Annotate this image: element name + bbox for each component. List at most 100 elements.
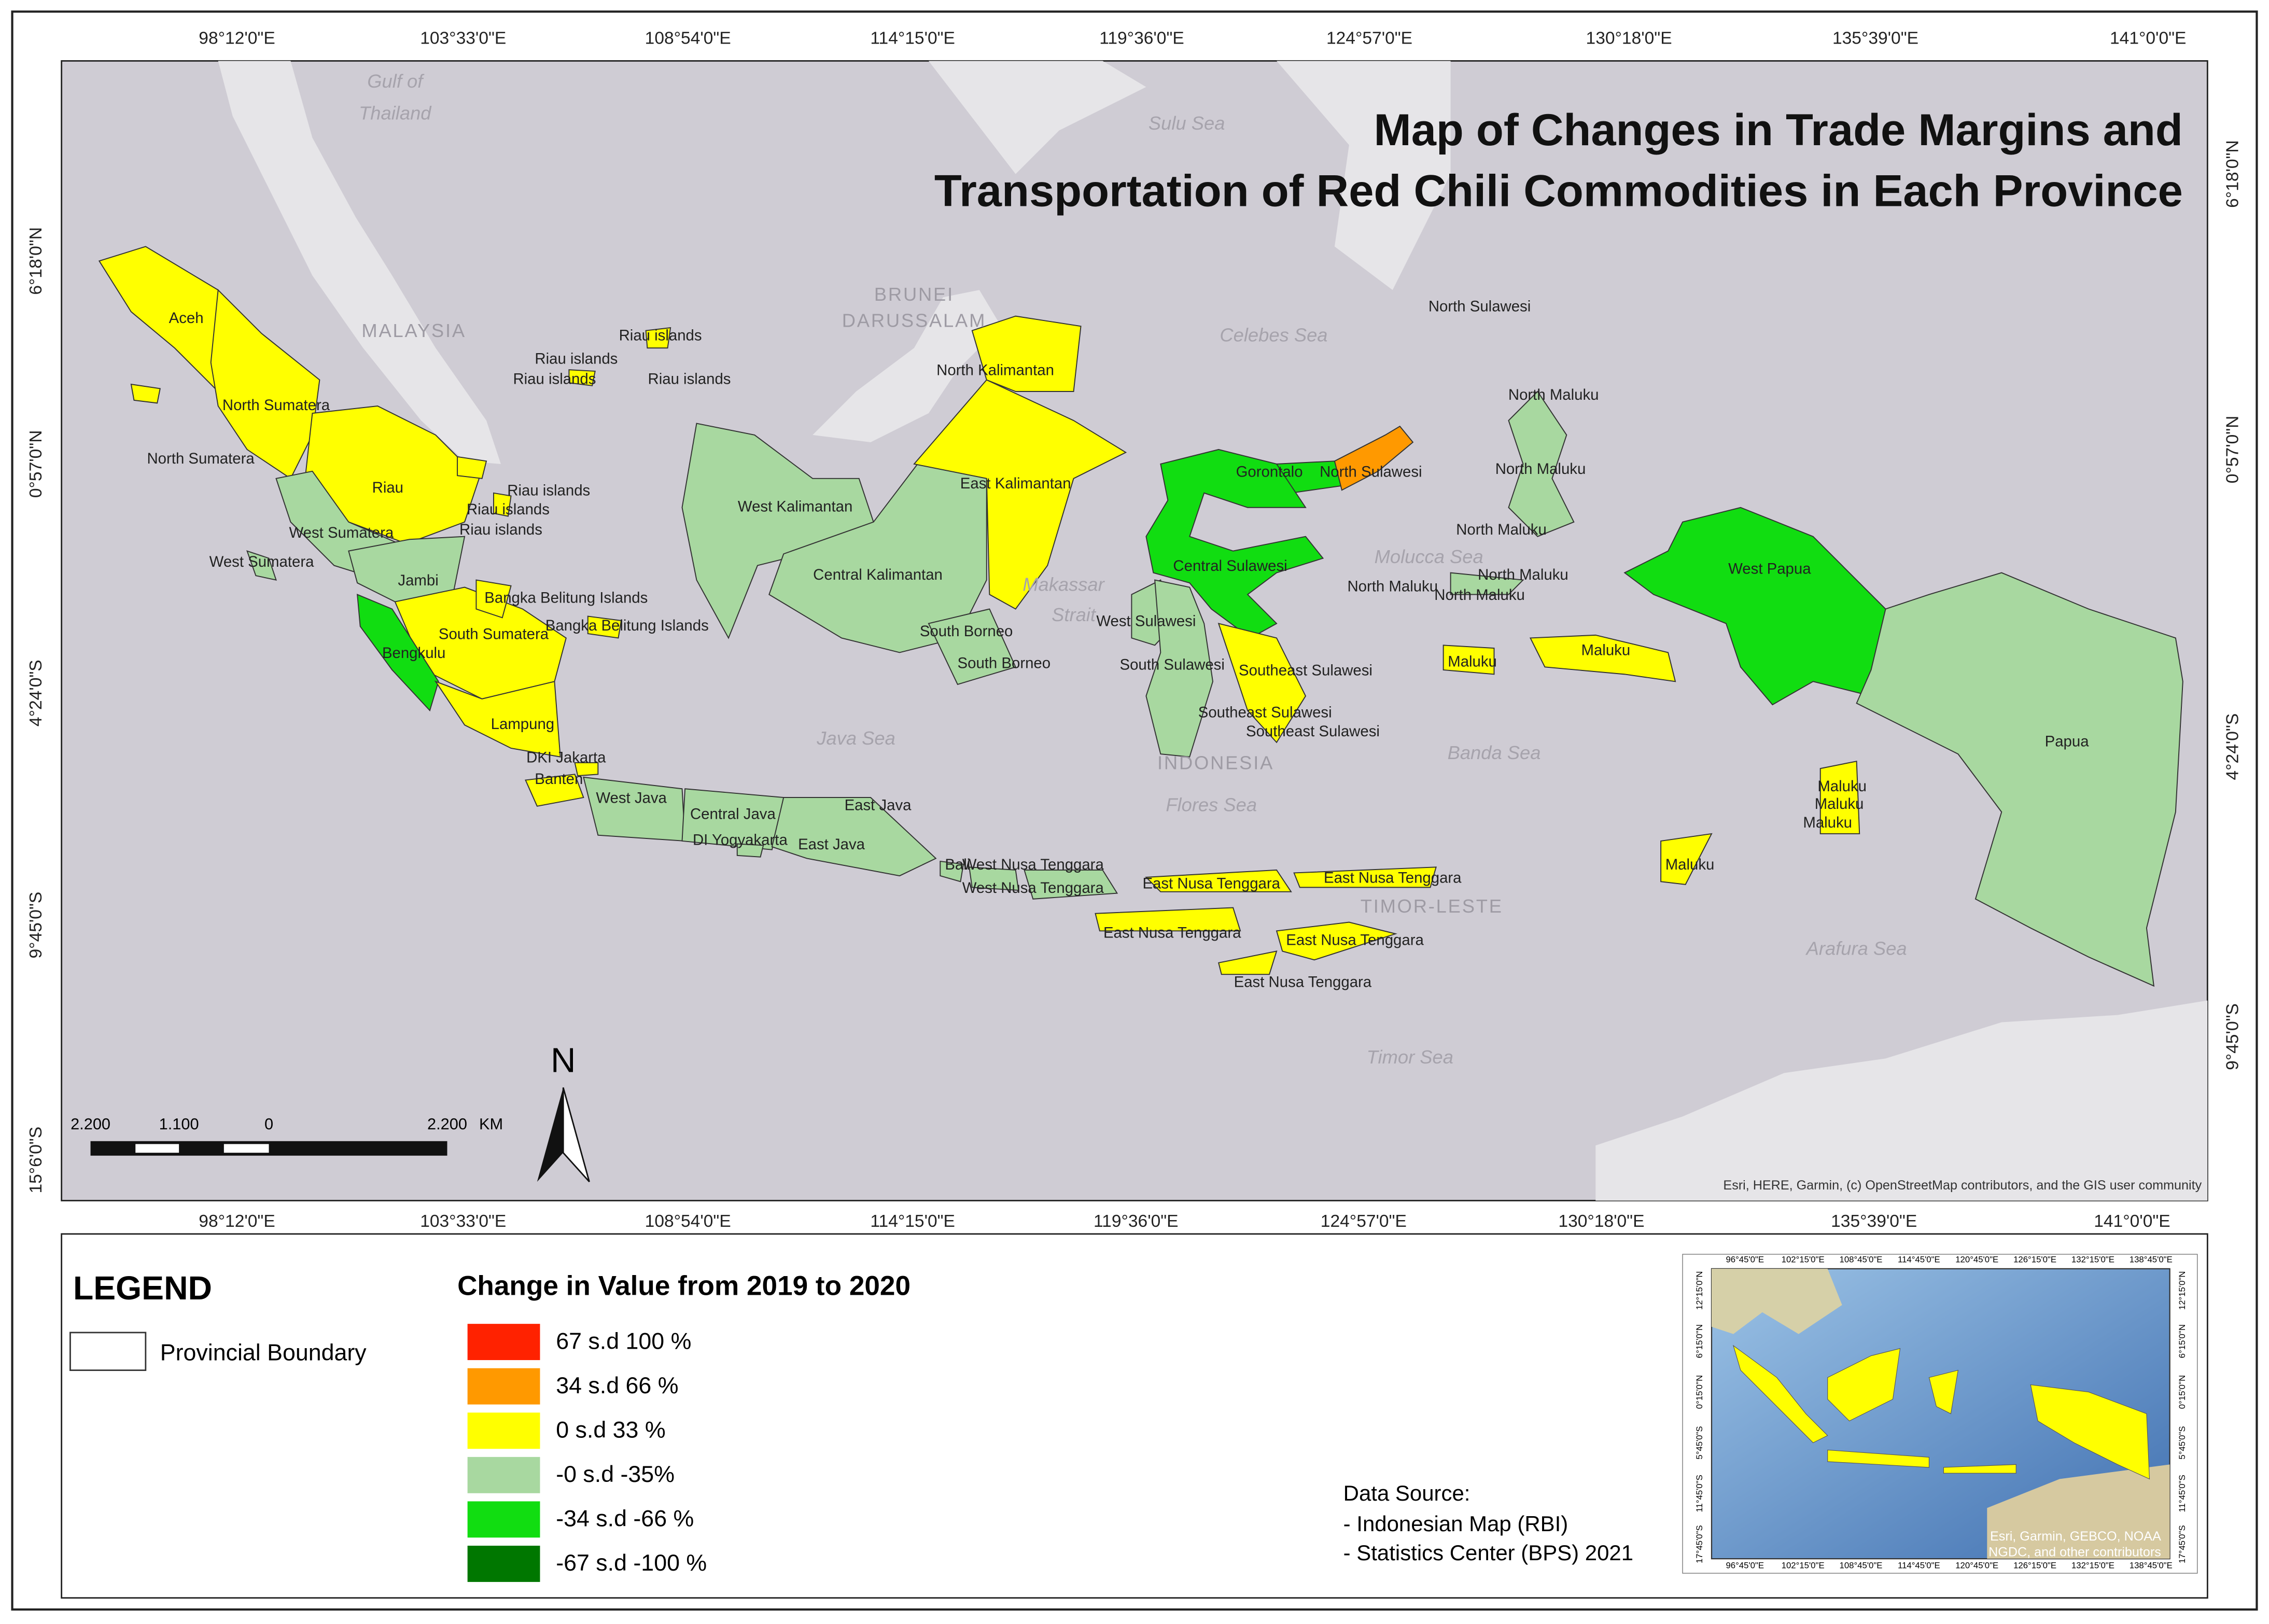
legend-swatch <box>467 1412 540 1449</box>
inset-latitude-label: 6°15'0"N <box>1694 1324 1704 1358</box>
sea-label: Java Sea <box>816 727 895 749</box>
inset-longitude-label: 108°45'0"E <box>1840 1255 1883 1265</box>
province-shape <box>1217 623 1307 744</box>
province-label: DI Yogyakarta <box>693 832 788 849</box>
province-shape <box>928 608 1017 685</box>
province-shape <box>1024 869 1118 900</box>
province <box>1334 425 1414 491</box>
province-shape <box>771 797 937 877</box>
province <box>434 680 561 758</box>
legend-label: -67 s.d -100 % <box>556 1550 707 1576</box>
inset-longitude-label: 114°45'0"E <box>1898 1561 1940 1571</box>
inset-attribution: NGDC, and other contributors <box>1988 1545 2161 1560</box>
province-label: Maluku <box>1581 641 1631 659</box>
province-label: Bangka Belitung Islands <box>545 617 709 634</box>
inset-latitude-label: 6°15'0"N <box>2177 1324 2187 1358</box>
province-shape <box>971 315 1082 393</box>
province-label: Maluku <box>1665 856 1715 873</box>
province-label: Central Kalimantan <box>813 566 943 583</box>
latitude-label: 6°18'0"N <box>2223 140 2243 208</box>
latitude-label: 0°57'0"N <box>26 430 46 498</box>
legend-label: -0 s.d -35% <box>556 1461 675 1487</box>
province-label: DKI Jakarta <box>526 749 606 766</box>
province-shape <box>1623 507 1886 706</box>
province-shape <box>940 860 964 883</box>
inset-latitude-label: 12°15'0"N <box>1694 1271 1704 1310</box>
map-labels: Gulf of Thailand Sulu Sea Celebes Sea Molucc… <box>147 71 2089 1068</box>
province <box>736 843 764 858</box>
attribution: Esri, HERE, Garmin, (c) OpenStreetMap co… <box>1723 1178 2202 1193</box>
inset-longitude-label: 132°15'0"E <box>2071 1561 2114 1571</box>
inset-longitude-label: 108°45'0"E <box>1840 1561 1883 1571</box>
inset-latitude-label: 0°15'0"N <box>1694 1375 1704 1409</box>
province-shape <box>1145 449 1324 639</box>
province-shape <box>475 579 512 619</box>
latitude-label: 6°18'0"N <box>26 227 46 295</box>
province-label: Maluku <box>1448 653 1497 670</box>
legend-swatch <box>467 1368 540 1405</box>
province-label: West Sumatera <box>289 524 394 541</box>
inset-longitude-label: 102°15'0"E <box>1782 1561 1825 1571</box>
scale-label: 1.100 <box>159 1115 199 1133</box>
province-label: Southeast Sulawesi <box>1239 662 1372 679</box>
province-label: Riau islands <box>507 482 590 499</box>
inset-longitude-label: 114°45'0"E <box>1898 1255 1940 1265</box>
legend-title: LEGEND <box>73 1269 212 1307</box>
province-shape <box>681 788 785 850</box>
province-label: West Papua <box>1728 561 1811 578</box>
country-label: INDONESIA <box>1157 752 1274 773</box>
province-label: Banten <box>535 771 583 788</box>
province <box>1442 634 1860 885</box>
province-label: Maluku <box>1803 814 1852 831</box>
province-label: North Maluku <box>1434 586 1525 604</box>
province-label: Lampung <box>491 716 554 733</box>
province-label: Riau islands <box>513 370 596 387</box>
province-label: South Borneo <box>920 623 1013 640</box>
inset-latitude-label: 11°45'0"S <box>1694 1475 1704 1512</box>
province <box>940 860 964 883</box>
province-shape <box>1856 572 2183 987</box>
province <box>1095 866 1437 975</box>
province-label: North Maluku <box>1456 521 1547 538</box>
province-shape <box>1334 425 1414 491</box>
sea-label: Molucca Sea <box>1375 546 1483 567</box>
province <box>913 379 1127 610</box>
province-shape <box>1145 869 1292 892</box>
legend-swatch <box>467 1457 540 1493</box>
inset-longitude-label: 132°15'0"E <box>2071 1255 2114 1265</box>
province-shape <box>1819 760 1860 834</box>
longitude-label: 108°54'0"E <box>645 29 731 48</box>
province <box>457 327 671 517</box>
longitude-label: 124°57'0"E <box>1321 1212 1407 1231</box>
province-label: Maluku <box>1815 795 1864 813</box>
inset-latitude-label: 12°15'0"N <box>2177 1271 2187 1310</box>
province <box>574 762 599 777</box>
province-shape <box>736 843 764 858</box>
longitude-label: 124°57'0"E <box>1326 29 1412 48</box>
longitude-label: 103°33'0"E <box>420 1212 506 1231</box>
legend-swatch <box>467 1501 540 1538</box>
inset-attribution: Esri, Garmin, GEBCO, NOAA <box>1990 1529 2161 1544</box>
province-shape <box>356 594 439 712</box>
province-shape <box>1660 833 1713 885</box>
longitude-label: 130°18'0"E <box>1558 1212 1644 1231</box>
sea-label: Makassar <box>1023 573 1105 595</box>
legend-classes: 67 s.d 100 % 34 s.d 66 % 0 s.d 33 % -0 s.d … <box>467 1324 707 1582</box>
legend-label: 34 s.d 66 % <box>556 1373 678 1398</box>
province-label: North Sulawesi <box>1428 298 1531 315</box>
sea-label: Celebes Sea <box>1220 324 1327 345</box>
province-shape <box>525 774 584 807</box>
province-label: Riau <box>372 479 403 496</box>
inset-latitude-label: 17°45'0"S <box>2177 1525 2187 1563</box>
province-label: North Maluku <box>1478 566 1568 583</box>
inset-longitude-label: 138°45'0"E <box>2130 1561 2173 1571</box>
longitude-label: 98°12'0"E <box>199 1212 275 1231</box>
scale-unit: KM <box>479 1115 503 1133</box>
inset-map: 96°45'0"E 96°45'0"E 102°15'0"E 102°15'0"E 10… <box>1682 1254 2198 1574</box>
country-label: BRUNEI <box>874 284 954 305</box>
data-source: - Indonesian Map (RBI) <box>1343 1511 1568 1536</box>
province <box>1856 572 2183 987</box>
province <box>928 608 1017 685</box>
province-label: West Sulawesi <box>1096 612 1196 629</box>
province-shape <box>246 550 277 581</box>
